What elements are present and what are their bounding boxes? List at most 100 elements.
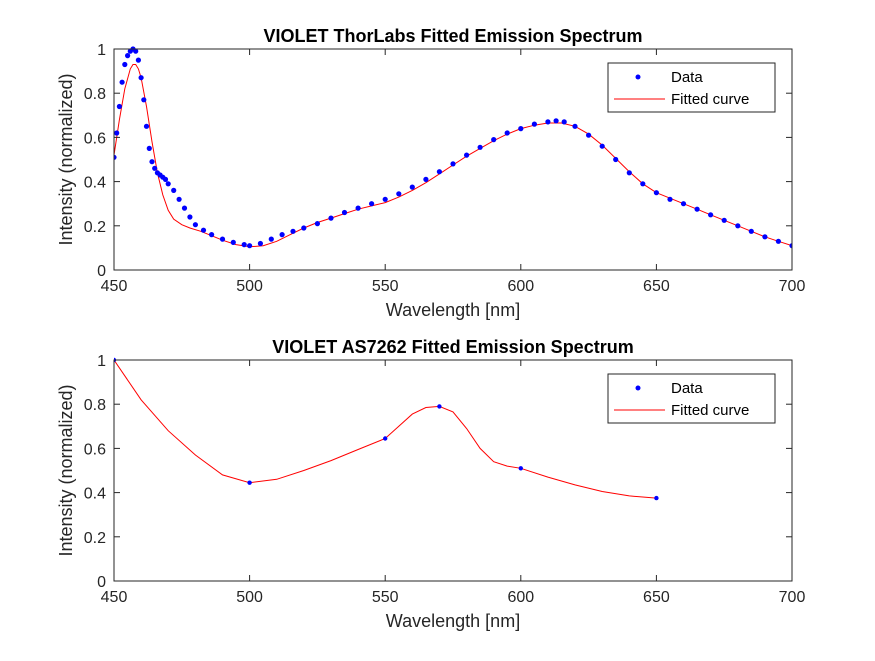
- data-point: [125, 53, 131, 59]
- data-point: [257, 240, 263, 247]
- data-point-center: [438, 405, 441, 408]
- data-point: [355, 205, 361, 211]
- data-point: [209, 232, 215, 238]
- series-group: [114, 357, 659, 501]
- y-axis-label: Intensity (normalized): [56, 73, 76, 245]
- data-point-center: [384, 437, 387, 440]
- data-point: [146, 145, 152, 151]
- x-axis-label: Wavelength [nm]: [386, 611, 520, 631]
- data-point: [396, 191, 402, 197]
- y-tick-label: 1: [97, 353, 106, 370]
- data-point: [135, 57, 141, 63]
- y-tick-label: 0.2: [84, 219, 106, 236]
- legend: Data Fitted curve: [607, 62, 776, 113]
- data-point-center: [248, 481, 251, 484]
- data-point: [561, 119, 567, 125]
- data-point: [341, 209, 348, 216]
- x-tick-label: 650: [643, 278, 670, 295]
- y-tick-label: 1: [97, 42, 106, 59]
- y-tick-label: 0.6: [84, 441, 106, 458]
- data-point: [369, 201, 375, 207]
- data-point: [133, 48, 139, 54]
- data-point: [613, 156, 619, 163]
- y-tick-label: 0.8: [84, 86, 106, 103]
- legend-label: Data: [671, 69, 703, 86]
- data-point: [114, 130, 120, 136]
- data-point: [775, 238, 782, 244]
- axes-box: [113, 48, 793, 271]
- series-fitted-curve-line: [114, 359, 657, 499]
- data-point: [545, 119, 551, 125]
- data-point: [626, 170, 632, 176]
- x-tick-label: 600: [507, 589, 534, 606]
- x-tick-label: 700: [779, 589, 806, 606]
- data-point: [586, 132, 592, 138]
- data-point: [423, 176, 429, 182]
- legend-marker-data: [635, 74, 641, 80]
- data-point: [464, 152, 470, 158]
- data-point: [504, 130, 510, 136]
- data-point: [268, 236, 274, 242]
- data-point: [436, 169, 442, 175]
- data-point: [735, 223, 741, 229]
- x-tick-label: 500: [236, 589, 263, 606]
- chart-2: VIOLET AS7262 Fitted Emission Spectrum 45…: [56, 337, 805, 631]
- data-point: [219, 236, 226, 242]
- data-point: [409, 184, 415, 190]
- legend-box: [607, 62, 776, 113]
- data-point: [789, 243, 792, 249]
- data-point: [141, 97, 147, 103]
- data-point: [230, 239, 236, 245]
- data-point: [553, 118, 559, 124]
- data-point: [477, 144, 483, 150]
- data-point: [708, 212, 714, 218]
- data-point: [748, 228, 754, 234]
- data-point: [301, 225, 307, 231]
- data-point: [119, 79, 125, 85]
- data-point: [680, 201, 687, 207]
- data-point: [149, 159, 155, 165]
- y-axis-label: Intensity (normalized): [56, 384, 76, 556]
- series-group: [114, 46, 792, 249]
- y-tick-label: 0: [97, 574, 106, 591]
- x-tick-label: 450: [101, 278, 128, 295]
- legend-label: Fitted curve: [671, 402, 749, 419]
- x-tick-label: 700: [779, 278, 806, 295]
- data-point: [640, 181, 646, 187]
- data-point: [694, 206, 700, 212]
- y-tick-label: 0.6: [84, 130, 106, 147]
- data-point: [187, 214, 193, 220]
- data-point: [491, 137, 497, 143]
- legend: Data Fitted curve: [607, 373, 776, 424]
- x-tick-label: 550: [372, 278, 399, 295]
- x-tick-label: 600: [507, 278, 534, 295]
- data-point: [290, 228, 296, 234]
- y-tick-label: 0: [97, 263, 106, 280]
- data-point: [762, 234, 768, 240]
- data-point: [152, 165, 158, 171]
- data-point: [114, 154, 117, 160]
- data-point: [171, 187, 177, 193]
- data-point: [122, 61, 128, 68]
- data-point: [314, 221, 320, 227]
- data-point: [382, 196, 388, 202]
- data-point: [328, 215, 334, 221]
- chart-title: VIOLET ThorLabs Fitted Emission Spectrum: [263, 26, 642, 46]
- x-tick-label: 650: [643, 589, 670, 606]
- data-point: [653, 190, 660, 196]
- data-point: [165, 181, 171, 187]
- data-point: [138, 75, 144, 81]
- data-point: [200, 227, 207, 233]
- data-point: [162, 176, 169, 182]
- x-tick-label: 500: [236, 278, 263, 295]
- chart-title: VIOLET AS7262 Fitted Emission Spectrum: [272, 337, 633, 357]
- data-point: [279, 232, 285, 238]
- y-tick-label: 0.4: [84, 486, 106, 503]
- x-tick-label: 450: [101, 589, 128, 606]
- data-point: [599, 143, 605, 149]
- x-tick-label: 550: [372, 589, 399, 606]
- legend-label: Data: [671, 380, 703, 397]
- legend-box: [607, 373, 776, 424]
